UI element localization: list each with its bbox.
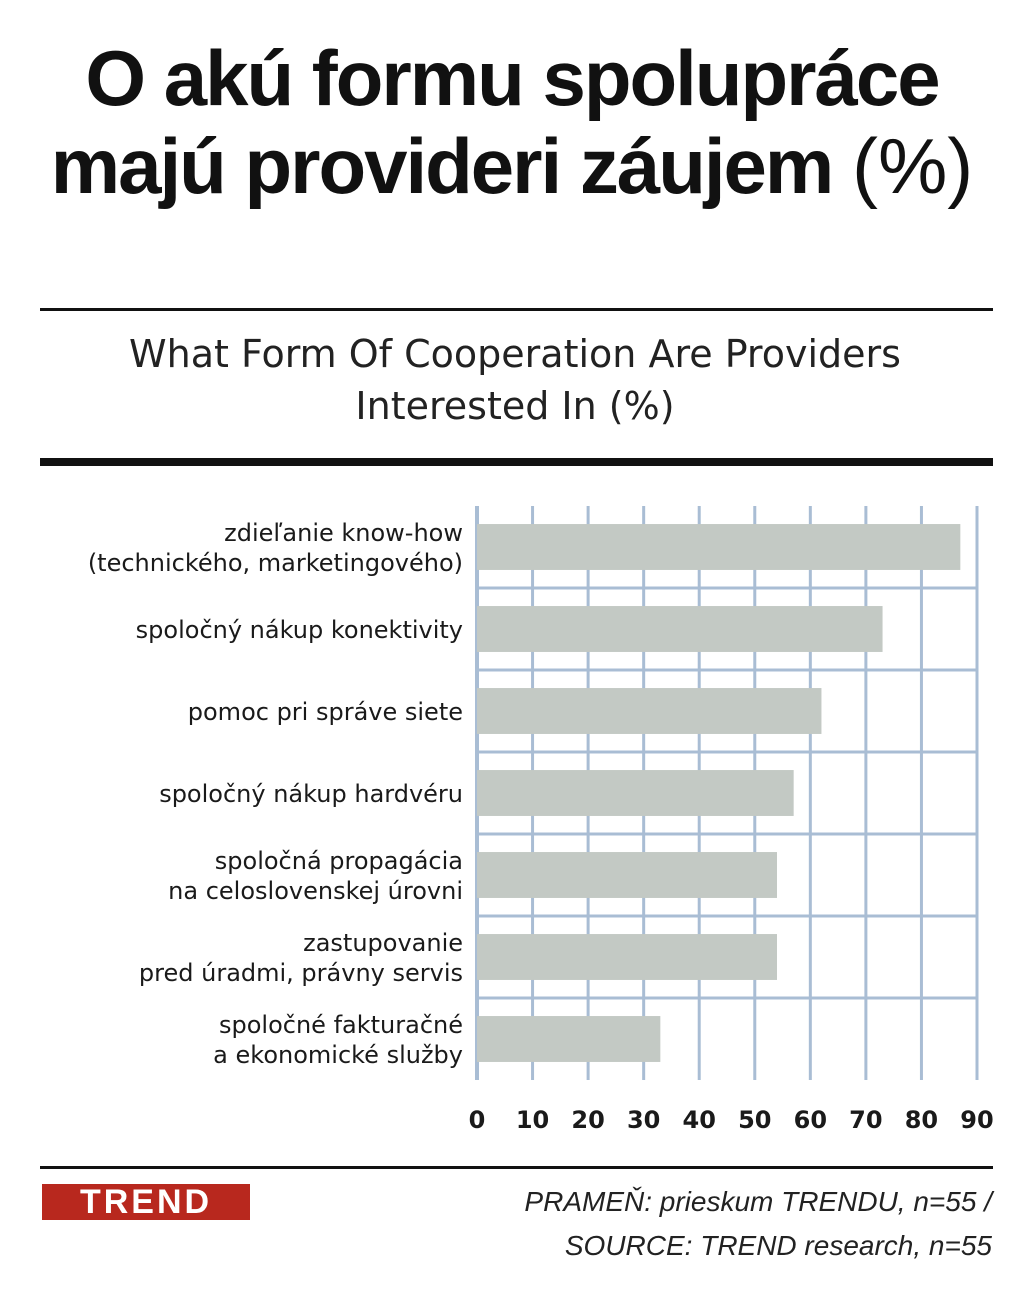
- category-label: spoločná propagácia: [215, 847, 463, 875]
- category-label: pomoc pri správe siete: [188, 698, 463, 726]
- category-label: spoločný nákup konektivity: [136, 616, 463, 644]
- x-tick-label: 90: [960, 1106, 993, 1134]
- source-line-1: PRAMEŇ: prieskum TRENDU, n=55 /: [524, 1186, 992, 1217]
- x-tick-label: 70: [849, 1106, 882, 1134]
- subtitle-line-1: What Form Of Cooperation Are Providers: [129, 332, 901, 376]
- bar-chart: zdieľanie know-how (technického, marketin…: [0, 490, 1024, 1150]
- category-label: na celoslovenskej úrovni: [168, 877, 463, 905]
- chart-title: O akú formu spolupráce majú provideri zá…: [40, 34, 984, 210]
- category-label: spoločný nákup hardvéru: [159, 780, 463, 808]
- x-tick-label: 50: [738, 1106, 771, 1134]
- chart-subtitle: What Form Of Cooperation Are Providers I…: [60, 328, 970, 432]
- bar: [477, 770, 794, 816]
- footer-divider: [40, 1166, 993, 1169]
- chart-title-text: O akú formu spolupráce majú provideri zá…: [50, 34, 941, 210]
- bar: [477, 934, 777, 980]
- source-note: PRAMEŇ: prieskum TRENDU, n=55 / SOURCE: …: [372, 1180, 992, 1268]
- category-label: (technického, marketingového): [88, 549, 463, 577]
- x-tick-label: 10: [516, 1106, 549, 1134]
- bar: [477, 688, 822, 734]
- trend-logo: TREND: [42, 1184, 250, 1220]
- x-tick-label: 0: [469, 1106, 486, 1134]
- category-label: spoločné fakturačné: [219, 1011, 463, 1039]
- x-tick-label: 30: [627, 1106, 660, 1134]
- subtitle-line-2: Interested In (%): [355, 384, 675, 428]
- bar: [477, 606, 883, 652]
- subtitle-divider: [40, 458, 993, 466]
- x-tick-label: 20: [571, 1106, 604, 1134]
- bar: [477, 524, 961, 570]
- bar-chart-svg: zdieľanie know-how(technického, marketin…: [88, 506, 994, 1134]
- source-line-2: SOURCE: TREND research, n=55: [564, 1230, 992, 1261]
- category-label: zdieľanie know-how: [224, 519, 463, 547]
- x-tick-label: 60: [794, 1106, 827, 1134]
- category-label: pred úradmi, právny servis: [139, 959, 463, 987]
- chart-title-unit: (%): [851, 122, 974, 210]
- title-divider: [40, 308, 993, 311]
- x-tick-label: 40: [683, 1106, 716, 1134]
- bar: [477, 1016, 661, 1062]
- category-label: a ekonomické služby: [213, 1041, 463, 1069]
- x-tick-label: 80: [905, 1106, 938, 1134]
- bar: [477, 852, 777, 898]
- category-label: zastupovanie: [303, 929, 463, 957]
